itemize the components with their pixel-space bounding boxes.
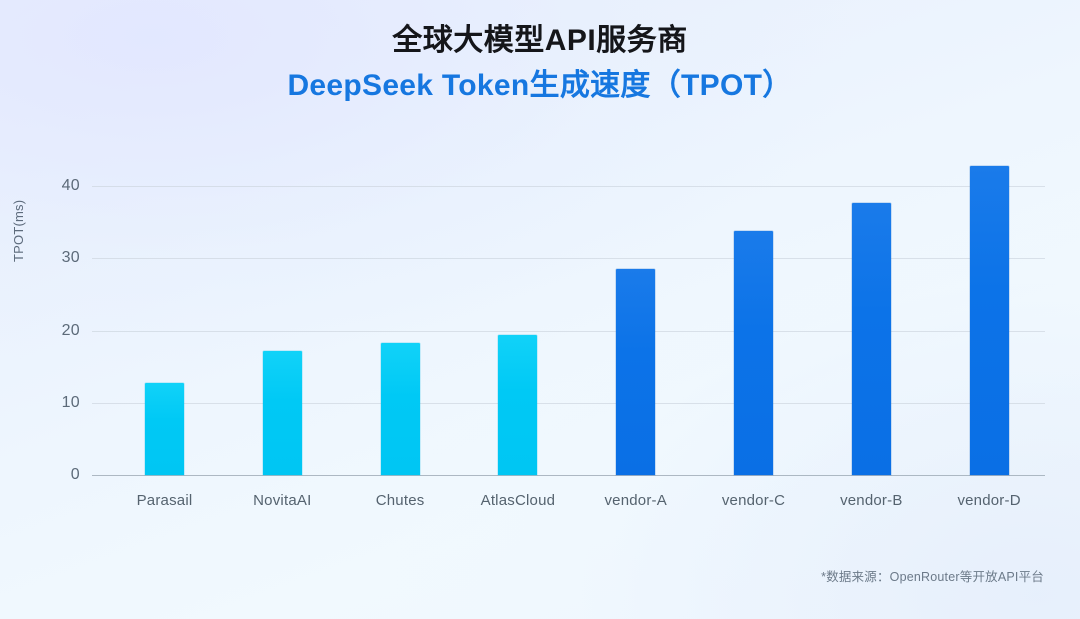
y-tick-label: 10	[61, 393, 80, 411]
gridline-0	[92, 475, 1045, 476]
bar-vendor-c[interactable]	[734, 230, 773, 475]
x-tick-label-novitaai: NovitaAI	[253, 492, 312, 509]
data-source-footnote: *数据来源：OpenRouter等开放API平台	[821, 570, 1044, 584]
bar-vendor-a[interactable]	[616, 269, 656, 475]
y-tick-label: 20	[61, 321, 80, 339]
x-tick-label-vendor-d: vendor-D	[957, 492, 1021, 509]
bar-novitaai[interactable]	[262, 350, 302, 475]
x-tick-label-vendor-b: vendor-B	[840, 492, 903, 509]
gridline-40	[92, 186, 1045, 188]
gridline-30	[92, 258, 1045, 260]
bar-vendor-d[interactable]	[969, 165, 1009, 475]
bar-atlascloud[interactable]	[498, 334, 538, 475]
bar-parasail[interactable]	[145, 382, 184, 475]
page-title: 全球大模型API服务商	[392, 24, 688, 57]
bar-chutes[interactable]	[380, 342, 420, 475]
y-tick-label: 30	[61, 249, 80, 267]
x-tick-label-vendor-a: vendor-A	[604, 492, 667, 509]
y-axis-title: TPOT(ms)	[11, 199, 26, 262]
x-tick-label-chutes: Chutes	[375, 492, 425, 509]
gridline-10	[92, 402, 1045, 404]
x-tick-label-atlascloud: AtlasCloud	[480, 492, 556, 509]
gridline-20	[92, 330, 1045, 332]
y-tick-label: 0	[70, 466, 80, 483]
y-tick-label: 40	[61, 177, 80, 195]
bar-vendor-b[interactable]	[851, 202, 891, 475]
x-tick-label-parasail: Parasail	[136, 492, 193, 509]
x-tick-label-vendor-c: vendor-C	[721, 492, 786, 509]
title-block: 全球大模型API服务商 DeepSeek Token生成速度（TPOT）	[0, 22, 1080, 106]
page-subtitle: DeepSeek Token生成速度（TPOT）	[287, 69, 793, 103]
